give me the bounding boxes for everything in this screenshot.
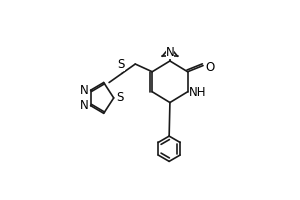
Text: O: O [206, 61, 215, 74]
Text: N: N [80, 84, 89, 97]
Text: N: N [166, 46, 174, 59]
Text: S: S [116, 91, 123, 104]
Text: NH: NH [189, 86, 207, 99]
Text: N: N [80, 99, 89, 112]
Text: S: S [118, 58, 125, 71]
